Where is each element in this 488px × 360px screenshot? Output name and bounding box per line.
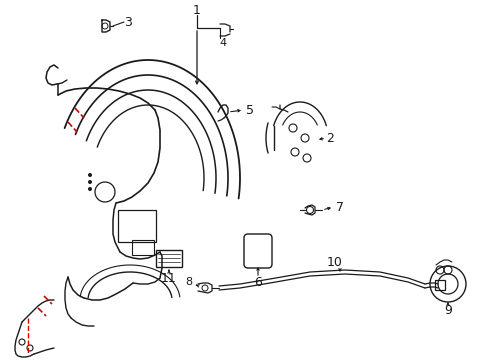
Text: 7: 7	[335, 201, 343, 213]
Text: 6: 6	[254, 275, 262, 288]
Bar	[156, 250, 182, 267]
Text: 11: 11	[161, 271, 177, 284]
Text: 5: 5	[245, 104, 253, 117]
Circle shape	[88, 180, 92, 184]
Bar	[434, 280, 444, 290]
Text: 3: 3	[124, 15, 132, 28]
Text: 9: 9	[443, 303, 451, 316]
Bar	[132, 240, 154, 255]
Text: 10: 10	[326, 256, 342, 269]
Bar	[118, 210, 156, 242]
Circle shape	[88, 187, 92, 191]
Text: 2: 2	[325, 131, 333, 144]
Circle shape	[88, 173, 92, 177]
Text: 1: 1	[193, 4, 201, 17]
Text: 4: 4	[219, 38, 226, 48]
Text: 8: 8	[184, 277, 192, 287]
